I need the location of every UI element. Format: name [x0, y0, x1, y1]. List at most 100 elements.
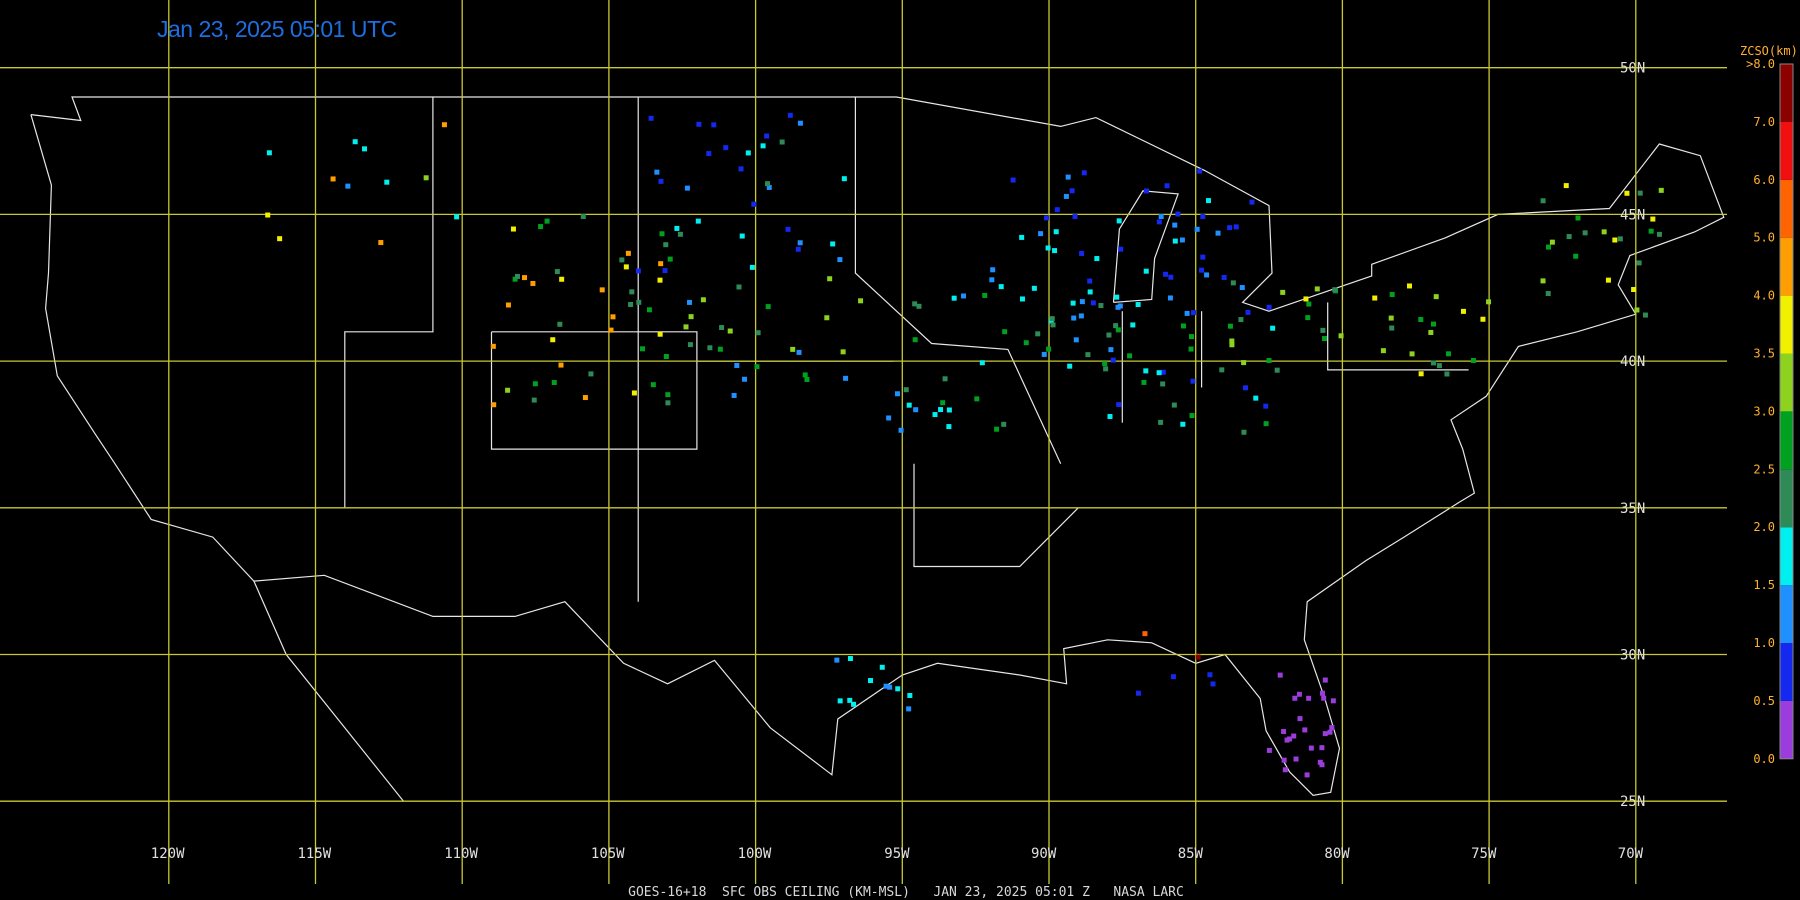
station-marker — [1319, 690, 1325, 696]
station-marker — [610, 314, 616, 320]
station-marker — [530, 280, 536, 286]
station-marker — [635, 268, 641, 274]
station-marker — [1135, 690, 1141, 696]
station-marker — [696, 121, 702, 127]
legend-label: 1.5 — [1753, 578, 1775, 592]
station-marker — [557, 321, 563, 327]
station-marker — [687, 342, 693, 348]
station-marker — [1094, 256, 1100, 262]
legend-swatch — [1780, 585, 1793, 643]
longitude-label: 110W — [444, 846, 478, 862]
station-marker — [1650, 216, 1656, 222]
station-marker — [1582, 230, 1588, 236]
station-marker — [840, 349, 846, 355]
station-marker — [1115, 327, 1121, 333]
station-marker — [1430, 321, 1436, 327]
legend-swatch — [1780, 643, 1793, 701]
station-marker — [1078, 313, 1084, 319]
station-marker — [674, 225, 680, 231]
station-marker — [1263, 421, 1269, 427]
coastline — [30, 96, 1725, 796]
station-marker — [330, 176, 336, 182]
longitude-label: 105W — [591, 846, 625, 862]
station-marker — [1338, 333, 1344, 339]
longitude-label: 90W — [1031, 846, 1057, 862]
station-marker — [352, 139, 358, 145]
station-marker — [1656, 231, 1662, 237]
station-marker — [1241, 429, 1247, 435]
station-marker — [1054, 207, 1060, 213]
station-marker — [1229, 342, 1235, 348]
legend-frame — [1779, 63, 1794, 760]
station-marker — [532, 381, 538, 387]
station-marker — [378, 240, 384, 246]
station-marker — [1612, 237, 1618, 243]
station-marker — [894, 391, 900, 397]
station-marker — [1221, 274, 1227, 280]
station-marker — [1065, 174, 1071, 180]
station-marker — [665, 392, 671, 398]
station-marker — [974, 396, 980, 402]
station-marker — [1227, 323, 1233, 329]
station-marker — [1566, 234, 1572, 240]
station-marker — [277, 236, 283, 242]
station-marker — [751, 201, 757, 207]
station-marker — [1130, 322, 1136, 328]
station-marker — [490, 343, 496, 349]
station-marker — [837, 698, 843, 704]
station-marker — [790, 346, 796, 352]
station-marker — [787, 112, 793, 118]
station-marker — [1143, 368, 1149, 374]
station-marker — [631, 390, 637, 396]
legend-label: 0.0 — [1753, 752, 1775, 766]
station-marker — [1282, 767, 1288, 773]
station-marker — [1215, 230, 1221, 236]
station-marker — [1110, 357, 1116, 363]
station-marker — [1277, 672, 1283, 678]
station-marker — [695, 218, 701, 224]
longitude-label: 85W — [1178, 846, 1204, 862]
station-marker — [1617, 236, 1623, 242]
station-marker — [1389, 325, 1395, 331]
station-marker — [1636, 260, 1642, 266]
longitude-label: 115W — [298, 846, 332, 862]
station-marker — [1038, 231, 1044, 237]
station-marker — [531, 397, 537, 403]
station-marker — [1648, 228, 1654, 234]
station-marker — [1113, 323, 1119, 329]
station-marker — [1098, 303, 1104, 309]
station-marker — [1460, 308, 1466, 314]
station-marker — [1624, 190, 1630, 196]
station-marker — [804, 376, 810, 382]
station-marker — [734, 362, 740, 368]
station-marker — [1206, 198, 1212, 204]
station-marker — [1306, 301, 1312, 307]
station-marker — [1287, 736, 1293, 742]
station-marker — [522, 275, 528, 281]
legend-label: 3.0 — [1753, 404, 1775, 418]
station-marker — [1406, 283, 1412, 289]
station-observations — [265, 112, 1664, 778]
station-marker — [932, 412, 938, 418]
legend-label: >8.0 — [1746, 57, 1775, 71]
station-marker — [1227, 225, 1233, 231]
station-marker — [834, 657, 840, 663]
station-marker — [1071, 315, 1077, 321]
station-marker — [1163, 271, 1169, 277]
station-marker — [505, 387, 511, 393]
station-marker — [1103, 366, 1109, 372]
station-marker — [1239, 285, 1245, 291]
station-marker — [1001, 421, 1007, 427]
station-marker — [886, 415, 892, 421]
station-marker — [1023, 340, 1029, 346]
station-marker — [1293, 756, 1299, 762]
legend-label: 5.0 — [1753, 231, 1775, 245]
legend-label: 2.5 — [1753, 462, 1775, 476]
station-marker — [1035, 331, 1041, 337]
legend-label: 4.0 — [1753, 289, 1775, 303]
station-marker — [1160, 369, 1166, 375]
station-marker — [1180, 421, 1186, 427]
station-marker — [1070, 300, 1076, 306]
legend-swatch — [1780, 700, 1793, 759]
station-marker — [802, 372, 808, 378]
